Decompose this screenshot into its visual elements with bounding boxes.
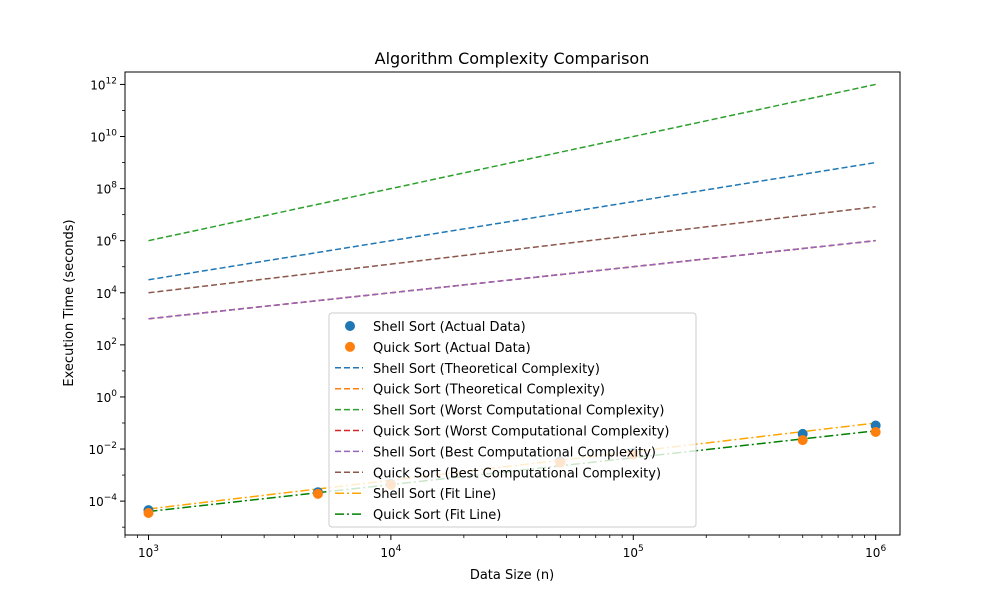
y-tick-label: 100 — [96, 389, 117, 405]
legend-label: Quick Sort (Theoretical Complexity) — [373, 383, 605, 398]
series-line-shell-sort-worst-computational-complexity — [148, 83, 876, 242]
legend-label: Quick Sort (Actual Data) — [373, 341, 531, 356]
y-tick-label: 1012 — [90, 76, 117, 92]
series-line-shell-sort-theoretical-complexity — [148, 161, 876, 281]
legend-label: Quick Sort (Best Computational Complexit… — [373, 466, 661, 481]
y-tick-label: 10−4 — [88, 493, 117, 509]
legend-marker — [345, 341, 355, 352]
legend-label: Shell Sort (Best Computational Complexit… — [373, 445, 656, 460]
y-tick-label: 10−2 — [88, 441, 117, 457]
data-point-quick-sort-actual-data — [797, 435, 808, 446]
x-tick-label: 106 — [865, 544, 886, 560]
y-axis-title: Execution Time (seconds) — [62, 219, 77, 386]
data-point-quick-sort-actual-data — [870, 427, 881, 438]
series-line-shell-sort-best-computational-complexity — [148, 239, 876, 320]
y-tick-label: 104 — [96, 285, 117, 301]
legend-label: Quick Sort (Worst Computational Complexi… — [373, 425, 670, 440]
chart-title: Algorithm Complexity Comparison — [375, 49, 650, 68]
x-tick-label: 105 — [623, 544, 644, 560]
legend-label: Shell Sort (Worst Computational Complexi… — [373, 404, 664, 419]
x-tick-label: 103 — [138, 544, 159, 560]
x-axis-title: Data Size (n) — [470, 568, 554, 583]
legend: Shell Sort (Actual Data) Quick Sort (Actu… — [328, 312, 697, 528]
series-line-shell-sort-fit-line — [148, 422, 876, 510]
y-axis: 10−4 10−2 100 102 104 106 108 1010 1012 — [88, 76, 125, 528]
y-tick-label: 102 — [96, 337, 117, 353]
y-tick-label: 108 — [96, 181, 117, 197]
y-tick-label: 106 — [96, 233, 117, 249]
legend-label: Shell Sort (Actual Data) — [373, 320, 526, 335]
series-line-quick-sort-best-computational-complexity — [148, 206, 876, 294]
y-tick-label: 1010 — [90, 129, 117, 145]
legend-label: Shell Sort (Fit Line) — [373, 487, 496, 502]
plot-frame — [124, 71, 901, 536]
x-axis: 103 104 105 106 — [124, 535, 886, 560]
x-tick-label: 104 — [380, 544, 401, 560]
legend-marker — [345, 321, 355, 331]
legend-label: Quick Sort (Fit Line) — [373, 508, 501, 523]
data-point-quick-sort-actual-data — [312, 488, 323, 499]
legend-box — [328, 312, 697, 528]
data-point-quick-sort-actual-data — [143, 507, 154, 518]
legend-label: Shell Sort (Theoretical Complexity) — [373, 362, 600, 377]
